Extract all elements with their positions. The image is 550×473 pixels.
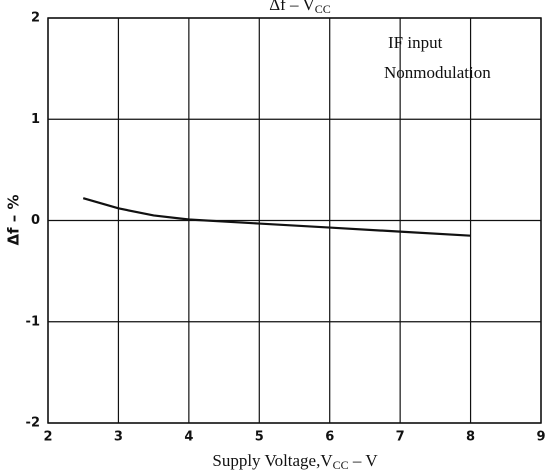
xlabel-text: Supply Voltage,V (212, 451, 333, 470)
y-tick-label: 0 (31, 213, 40, 228)
y-tick-label: -2 (26, 416, 40, 431)
x-tick-label: 2 (43, 430, 52, 445)
title-sub: CC (315, 2, 331, 16)
y-tick-label: 2 (31, 11, 40, 26)
x-tick-label: 5 (255, 430, 264, 445)
chart-title: Δf – VCC (269, 0, 331, 16)
x-tick-label: 9 (536, 430, 545, 445)
data-line (82, 197, 471, 237)
x-tick-label: 8 (466, 430, 475, 445)
y-tick-label: -1 (26, 314, 40, 329)
xlabel-tail: – V (349, 451, 379, 470)
y-tick-label: 1 (31, 112, 40, 127)
annotation: Nonmodulation (384, 63, 491, 82)
y-axis-label: Δf – % (5, 194, 23, 245)
x-tick-label: 6 (325, 430, 334, 445)
plot-frame (47, 17, 542, 424)
x-tick-label: 3 (114, 430, 123, 445)
annotation: IF input (388, 33, 443, 52)
x-tick-label: 4 (184, 430, 193, 445)
x-axis-label: Supply Voltage,VCC – V (212, 451, 378, 472)
title-text: Δf – V (269, 0, 315, 14)
xlabel-sub: CC (333, 458, 349, 472)
x-tick-label: 7 (396, 430, 405, 445)
